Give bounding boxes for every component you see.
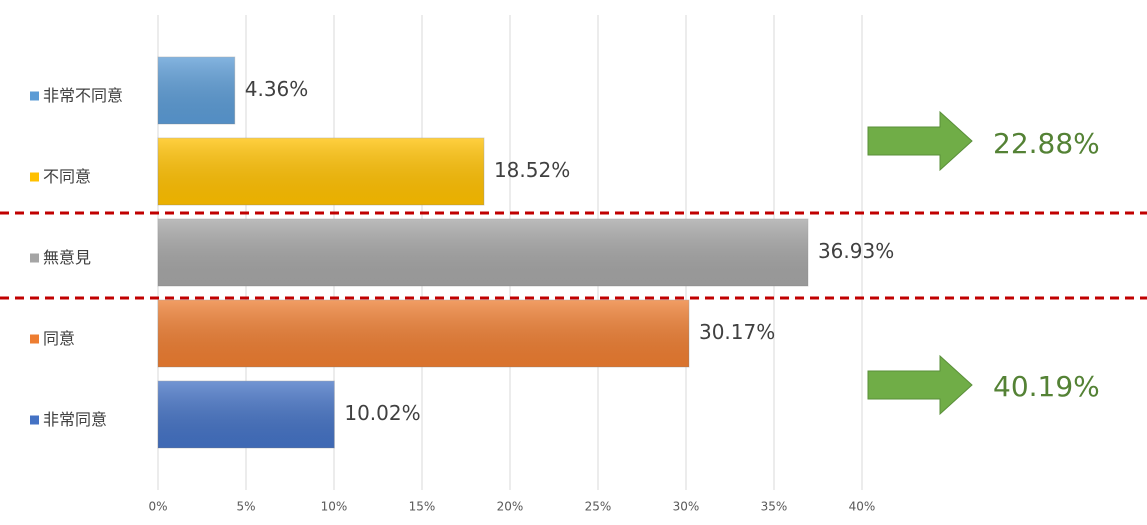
y-tick-label: 非常不同意 <box>43 86 123 105</box>
x-tick-label: 25% <box>585 500 612 514</box>
bar-shade <box>158 138 484 205</box>
x-tick-label: 40% <box>849 500 876 514</box>
bar-shade <box>158 300 689 367</box>
y-tick-label: 非常同意 <box>43 410 107 429</box>
x-tick-label: 35% <box>761 500 788 514</box>
y-tick-label: 同意 <box>43 329 75 348</box>
y-tick-label: 無意見 <box>43 248 91 267</box>
bar-shade <box>158 57 235 124</box>
data-label: 18.52% <box>494 158 570 182</box>
x-tick-label: 30% <box>673 500 700 514</box>
arrow <box>867 354 973 416</box>
data-label: 4.36% <box>245 77 309 101</box>
bar-shade <box>158 219 808 286</box>
data-label: 30.17% <box>699 320 775 344</box>
annotation: 22.88% <box>993 127 1100 160</box>
legend-marker <box>30 91 39 101</box>
x-tick-label: 5% <box>236 500 255 514</box>
x-tick-label: 0% <box>148 500 167 514</box>
data-label: 36.93% <box>818 239 894 263</box>
legend-marker <box>30 253 39 263</box>
legend-marker <box>30 172 39 182</box>
arrow <box>867 110 973 172</box>
y-tick-label: 不同意 <box>43 167 91 186</box>
legend-marker <box>30 415 39 425</box>
data-label: 10.02% <box>344 401 420 425</box>
x-tick-label: 20% <box>497 500 524 514</box>
bar-shade <box>158 381 335 448</box>
annotation: 40.19% <box>993 370 1100 403</box>
x-tick-label: 15% <box>409 500 436 514</box>
legend-marker <box>30 334 39 344</box>
bars: 非常不同意 4.36% 不同意 18.52% 無意見 36.93% 同意 30.17% 非常同意… <box>30 56 894 449</box>
x-tick-label: 10% <box>321 500 348 514</box>
